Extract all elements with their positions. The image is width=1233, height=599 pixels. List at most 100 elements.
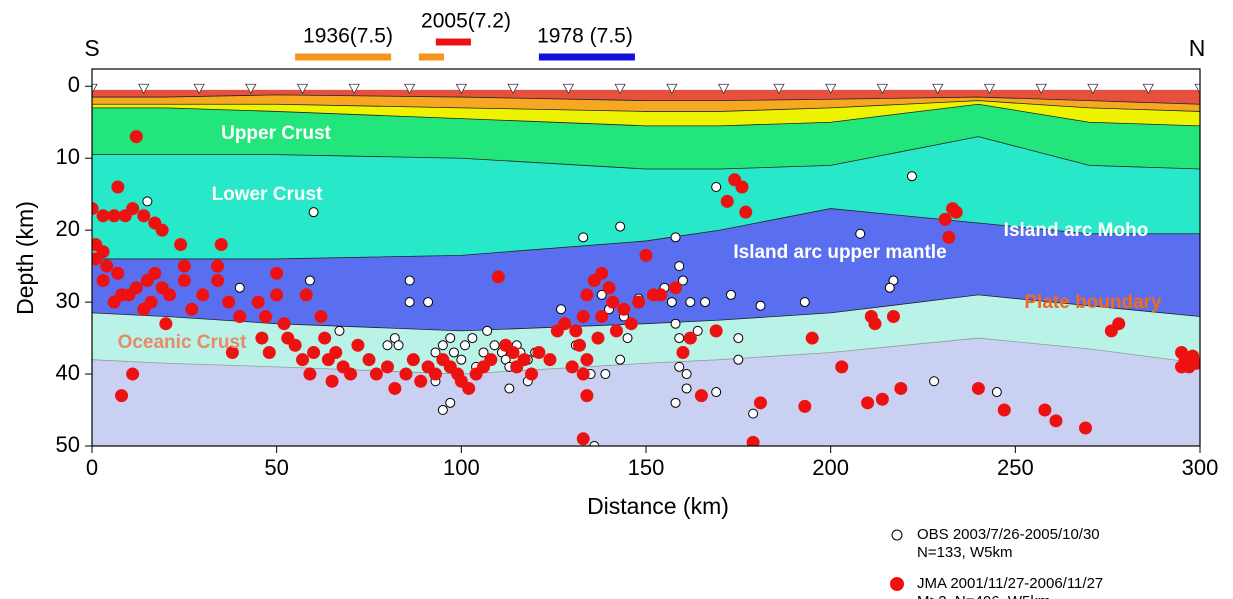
event-point xyxy=(861,396,875,410)
event-point xyxy=(142,196,153,207)
event-point xyxy=(884,282,895,293)
event-point xyxy=(674,333,685,344)
station xyxy=(824,83,837,95)
event-point xyxy=(255,331,269,345)
points xyxy=(92,130,1200,446)
annotation: Island arc Moho xyxy=(1004,220,1149,241)
event-point xyxy=(674,261,685,272)
event-point xyxy=(478,347,489,358)
event-point xyxy=(307,345,321,359)
station xyxy=(138,83,150,95)
station xyxy=(296,83,309,95)
event-point xyxy=(404,275,415,286)
event-point xyxy=(126,367,140,381)
event-point xyxy=(325,374,339,388)
event-point xyxy=(277,317,291,331)
event-point xyxy=(894,381,908,395)
event-point xyxy=(739,205,753,219)
event-point xyxy=(196,288,210,302)
event-point xyxy=(448,347,459,358)
event-point xyxy=(573,338,587,352)
event-point xyxy=(506,345,520,359)
event-point xyxy=(580,288,594,302)
event-point xyxy=(733,354,744,365)
event-point xyxy=(855,228,866,239)
event-point xyxy=(428,367,442,381)
station xyxy=(1087,83,1099,95)
boundary-line xyxy=(92,337,1200,375)
station xyxy=(614,83,626,95)
event-point xyxy=(211,259,225,273)
event-point xyxy=(92,252,103,266)
event-point xyxy=(303,367,317,381)
event-point xyxy=(595,309,609,323)
station xyxy=(562,83,575,95)
event-point xyxy=(670,318,681,329)
event-point xyxy=(92,202,99,216)
event-point xyxy=(115,389,129,403)
event-point xyxy=(155,223,169,237)
event-point xyxy=(632,295,646,309)
event-point xyxy=(437,405,448,416)
event-point xyxy=(997,403,1011,417)
event-point xyxy=(251,295,265,309)
x-tick-label: 0 xyxy=(86,455,98,480)
y-tick-label: 30 xyxy=(56,288,80,313)
event-point xyxy=(406,353,420,367)
event-point xyxy=(491,270,505,284)
event-point xyxy=(991,387,1002,398)
station xyxy=(773,83,785,95)
event-point xyxy=(174,238,188,252)
event-point xyxy=(233,309,247,323)
event-point xyxy=(404,297,415,308)
event-point xyxy=(929,376,940,387)
station xyxy=(245,83,257,95)
y-axis-label: Depth (km) xyxy=(12,201,38,315)
event-point xyxy=(308,207,319,218)
event-point xyxy=(685,297,696,308)
event-point xyxy=(576,309,590,323)
event-point xyxy=(580,389,594,403)
event-point xyxy=(835,360,849,374)
event-bar xyxy=(418,53,444,61)
event-point xyxy=(430,347,441,358)
event-point xyxy=(624,317,638,331)
event-point xyxy=(709,324,723,338)
event-point xyxy=(334,325,345,336)
event-point xyxy=(576,367,590,381)
layer xyxy=(92,104,1200,170)
event-label: 1978 (7.5) xyxy=(537,25,633,48)
event-point xyxy=(1038,403,1052,417)
event-point xyxy=(399,367,413,381)
event-point xyxy=(344,367,358,381)
boundary-line xyxy=(92,100,1200,112)
event-point xyxy=(445,333,456,344)
event-point xyxy=(460,340,471,351)
event-point xyxy=(369,367,383,381)
event-point xyxy=(556,304,567,315)
event-point xyxy=(222,295,236,309)
event-point xyxy=(589,441,600,446)
layer xyxy=(92,338,1200,446)
event-point xyxy=(259,309,273,323)
y-tick-label: 50 xyxy=(56,432,80,457)
event-point xyxy=(798,399,812,413)
event-point xyxy=(288,338,302,352)
event-point xyxy=(163,288,177,302)
x-tick-label: 50 xyxy=(264,455,288,480)
station xyxy=(403,83,416,95)
event-point xyxy=(107,295,121,309)
event-point xyxy=(1079,421,1093,435)
event-point xyxy=(606,295,620,309)
event-point xyxy=(609,324,623,338)
station xyxy=(983,83,996,95)
x-tick-label: 150 xyxy=(628,455,665,480)
event-point xyxy=(805,331,819,345)
event-point xyxy=(177,274,191,288)
event-point xyxy=(683,331,697,345)
event-point xyxy=(96,274,110,288)
event-point xyxy=(676,345,690,359)
event-point xyxy=(677,275,688,286)
station xyxy=(1035,83,1047,95)
event-point xyxy=(484,353,498,367)
